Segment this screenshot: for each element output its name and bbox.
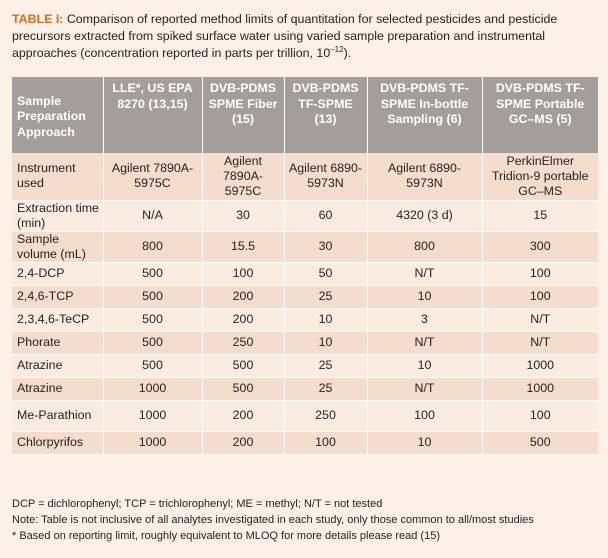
value-cell: N/T bbox=[482, 331, 598, 355]
value-cell: 100 bbox=[482, 262, 598, 286]
value-cell: 500 bbox=[103, 262, 203, 286]
value-cell: N/T bbox=[367, 262, 483, 286]
value-cell: 500 bbox=[103, 308, 203, 332]
value-cell: 1000 bbox=[482, 354, 598, 378]
value-cell: Agilent 7890A-5975C bbox=[202, 153, 285, 201]
value-cell: 500 bbox=[103, 285, 203, 309]
value-cell: N/A bbox=[103, 200, 203, 232]
abbreviations-note: DCP = dichlorophenyl; TCP = trichlorophe… bbox=[12, 498, 383, 510]
value-cell: 10 bbox=[367, 354, 483, 378]
value-cell: 800 bbox=[367, 231, 483, 263]
row-label-cell: Atrazine bbox=[12, 354, 104, 378]
value-cell: 4320 (3 d) bbox=[367, 200, 483, 232]
header-cell: DVB-PDMS TF-SPME (13) bbox=[284, 77, 368, 153]
value-cell: Agilent 7890A-5975C bbox=[103, 153, 203, 201]
table-row: Me-Parathion 1000 200 250 100 100 bbox=[12, 400, 598, 432]
value-cell: 200 bbox=[202, 308, 285, 332]
table-row: Phorate 500 250 10 N/T N/T bbox=[12, 331, 598, 355]
value-cell: 250 bbox=[202, 331, 285, 355]
value-cell: 500 bbox=[202, 354, 285, 378]
row-label-cell: Instrument used bbox=[12, 153, 104, 201]
value-cell: 500 bbox=[103, 354, 203, 378]
value-cell: 800 bbox=[103, 231, 203, 263]
table-row: Atrazine 500 500 25 10 1000 bbox=[12, 354, 598, 378]
row-label-cell: Chlorpyrifos bbox=[12, 431, 104, 455]
table-caption: TABLE I: Comparison of reported method l… bbox=[12, 11, 602, 62]
value-cell: 3 bbox=[367, 308, 483, 332]
value-cell: 10 bbox=[367, 431, 483, 455]
value-cell: 100 bbox=[367, 400, 483, 432]
value-cell: 200 bbox=[202, 400, 285, 432]
row-label-cell: Phorate bbox=[12, 331, 104, 355]
value-cell: N/T bbox=[482, 308, 598, 332]
value-cell: 500 bbox=[202, 377, 285, 401]
row-label-cell: Me-Parathion bbox=[12, 400, 104, 432]
caption-text: Comparison of reported method limits of … bbox=[12, 12, 558, 60]
caption-exponent: –12 bbox=[330, 44, 344, 54]
table-row: Instrument used Agilent 7890A-5975C Agilen… bbox=[12, 153, 598, 201]
table-row: 2,4-DCP 500 100 50 N/T 100 bbox=[12, 262, 598, 286]
value-cell: 300 bbox=[482, 231, 598, 263]
header-row: Sample Preparation Approach LLE*, US EPA… bbox=[12, 77, 598, 153]
value-cell: 25 bbox=[284, 377, 368, 401]
header-cell: DVB-PDMS TF-SPME In-bottle Sampling (6) bbox=[367, 77, 483, 153]
value-cell: 100 bbox=[482, 400, 598, 432]
value-cell: 10 bbox=[367, 285, 483, 309]
row-label-cell: 2,4-DCP bbox=[12, 262, 104, 286]
table-row: Chlorpyrifos 1000 200 100 10 500 bbox=[12, 431, 598, 455]
row-label-cell: 2,3,4,6-TeCP bbox=[12, 308, 104, 332]
value-cell: 250 bbox=[284, 400, 368, 432]
value-cell: 30 bbox=[202, 200, 285, 232]
table-notes: DCP = dichlorophenyl; TCP = trichlorophe… bbox=[12, 496, 602, 544]
value-cell: 1000 bbox=[103, 431, 203, 455]
row-label-cell: Atrazine bbox=[12, 377, 104, 401]
table-row: Sample volume (mL) 800 15.5 30 800 300 bbox=[12, 231, 598, 263]
header-cell: LLE*, US EPA 8270 (13,15) bbox=[103, 77, 203, 153]
header-cell: DVB-PDMS SPME Fiber (15) bbox=[202, 77, 285, 153]
value-cell: PerkinElmer Tridion-9 portable GC–MS bbox=[482, 153, 598, 201]
value-cell: 30 bbox=[284, 231, 368, 263]
table-row: Extraction time (min) N/A 30 60 4320 (3 d) 15 bbox=[12, 200, 598, 232]
value-cell: 50 bbox=[284, 262, 368, 286]
row-label-cell: Sample volume (mL) bbox=[12, 231, 104, 263]
value-cell: 15.5 bbox=[202, 231, 285, 263]
value-cell: Agilent 6890-5973N bbox=[367, 153, 483, 201]
value-cell: 100 bbox=[202, 262, 285, 286]
value-cell: 10 bbox=[284, 331, 368, 355]
value-cell: 500 bbox=[103, 331, 203, 355]
value-cell: 1000 bbox=[103, 377, 203, 401]
value-cell: 10 bbox=[284, 308, 368, 332]
row-label-cell: Extraction time (min) bbox=[12, 200, 104, 232]
caption-end: ). bbox=[343, 46, 352, 60]
value-cell: N/T bbox=[367, 331, 483, 355]
value-cell: 15 bbox=[482, 200, 598, 232]
footnote: * Based on reporting limit, roughly equi… bbox=[12, 530, 440, 542]
table-row: 2,4,6-TCP 500 200 25 10 100 bbox=[12, 285, 598, 309]
value-cell: 100 bbox=[284, 431, 368, 455]
value-cell: 1000 bbox=[103, 400, 203, 432]
value-cell: 1000 bbox=[482, 377, 598, 401]
value-cell: 25 bbox=[284, 354, 368, 378]
value-cell: 200 bbox=[202, 285, 285, 309]
table-label: TABLE I: bbox=[12, 12, 64, 26]
value-cell: 60 bbox=[284, 200, 368, 232]
table-row: 2,3,4,6-TeCP 500 200 10 3 N/T bbox=[12, 308, 598, 332]
value-cell: Agilent 6890-5973N bbox=[284, 153, 368, 201]
header-cell: Sample Preparation Approach bbox=[12, 77, 104, 153]
value-cell: 200 bbox=[202, 431, 285, 455]
table-row: Atrazine 1000 500 25 N/T 1000 bbox=[12, 377, 598, 401]
value-cell: 500 bbox=[482, 431, 598, 455]
data-table: Sample Preparation Approach LLE*, US EPA… bbox=[12, 77, 598, 455]
value-cell: 100 bbox=[482, 285, 598, 309]
scope-note: Note: Table is not inclusive of all anal… bbox=[12, 514, 534, 526]
header-cell: DVB-PDMS TF-SPME Portable GC–MS (5) bbox=[482, 77, 598, 153]
value-cell: 25 bbox=[284, 285, 368, 309]
row-label-cell: 2,4,6-TCP bbox=[12, 285, 104, 309]
value-cell: N/T bbox=[367, 377, 483, 401]
